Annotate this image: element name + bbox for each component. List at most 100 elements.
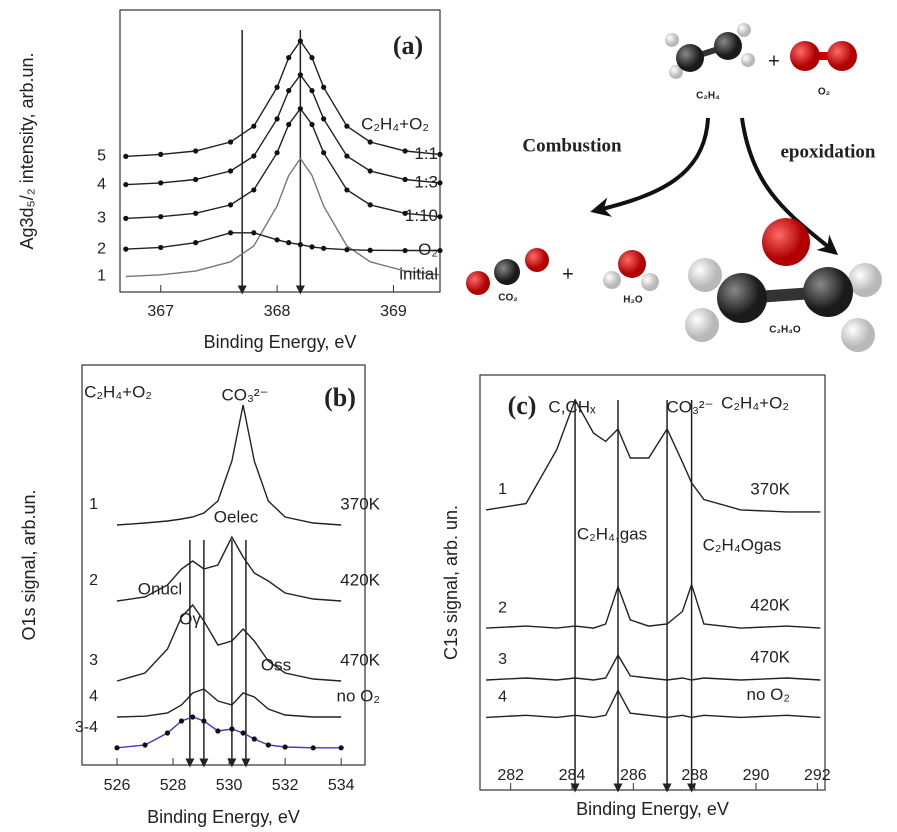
data-point <box>286 240 291 245</box>
plus-sign: + <box>562 263 574 285</box>
panel-label: (a) <box>393 31 423 60</box>
curve-number: 3 <box>97 210 106 227</box>
data-point <box>114 745 119 750</box>
y-axis-label: O1s signal, arb.un. <box>19 489 39 640</box>
data-point <box>201 718 206 723</box>
curve-label: 1:1 <box>414 144 438 163</box>
data-point <box>344 124 349 129</box>
product-label: C₂H₄O <box>769 325 801 336</box>
data-point <box>274 237 279 242</box>
data-point <box>123 216 128 221</box>
plus-sign: + <box>768 50 780 72</box>
annotation: CO₃²⁻ <box>666 397 713 416</box>
x-tick-label: 526 <box>104 777 131 794</box>
data-point <box>274 85 279 90</box>
data-point <box>190 714 195 719</box>
path-label: Combustion <box>522 135 622 156</box>
data-point <box>193 211 198 216</box>
x-tick-label: 367 <box>147 303 174 320</box>
data-point <box>142 742 147 747</box>
curve-label: initial <box>399 264 438 283</box>
data-point <box>368 248 373 253</box>
x-tick-label: 286 <box>620 767 647 784</box>
data-point <box>402 248 407 253</box>
x-axis-label: Binding Energy, eV <box>204 332 357 352</box>
x-axis-label: Binding Energy, eV <box>147 807 300 827</box>
spectrum-line <box>117 717 341 748</box>
data-point <box>339 745 344 750</box>
curve-number: 3 <box>89 652 98 669</box>
curve-label: 470K <box>340 650 380 669</box>
annotation: C₂H₄,gas <box>577 524 647 543</box>
data-point <box>368 139 373 144</box>
x-tick-label: 528 <box>160 777 187 794</box>
curve-label: 1:3 <box>414 172 438 191</box>
curve-number: 3-4 <box>75 719 98 736</box>
curve-number: 2 <box>498 599 507 616</box>
curve-number: 1 <box>89 496 98 513</box>
data-point <box>309 55 314 60</box>
curve-label: 420K <box>340 570 380 589</box>
data-point <box>344 187 349 192</box>
data-point <box>368 202 373 207</box>
curve-label: 370K <box>340 494 380 513</box>
co2-molecule <box>466 248 549 295</box>
x-tick-label: 530 <box>216 777 243 794</box>
data-point <box>193 177 198 182</box>
curve-number: 2 <box>97 240 106 257</box>
figure: C₂H₄ + O₂ Combustion epoxidation CO₂ + H… <box>0 0 897 832</box>
water-molecule <box>603 250 659 291</box>
spectrum-line <box>117 689 341 717</box>
curve-number: 2 <box>89 572 98 589</box>
panel-subtitle: C₂H₄+O₂ <box>721 393 789 412</box>
product-label: H₂O <box>623 295 643 306</box>
data-point <box>228 168 233 173</box>
curve-label: no O₂ <box>747 685 790 704</box>
data-point <box>193 148 198 153</box>
panel-subtitle: C₂H₄+O₂ <box>84 382 152 401</box>
data-point <box>321 85 326 90</box>
x-tick-label: 369 <box>380 303 407 320</box>
data-point <box>309 88 314 93</box>
annotation: CO₃²⁻ <box>221 385 268 404</box>
data-point <box>158 180 163 185</box>
x-tick-label: 290 <box>743 767 770 784</box>
curve-number: 4 <box>97 176 106 193</box>
x-tick-label: 288 <box>681 767 708 784</box>
data-point <box>123 247 128 252</box>
data-point <box>311 745 316 750</box>
scheme: C₂H₄ + O₂ Combustion epoxidation CO₂ + H… <box>466 23 882 352</box>
data-point <box>309 244 314 249</box>
curve-label: no O₂ <box>337 686 380 705</box>
data-point <box>158 152 163 157</box>
data-point <box>274 116 279 121</box>
product-label: CO₂ <box>498 293 517 304</box>
data-point <box>298 106 303 111</box>
data-point <box>321 150 326 155</box>
curve-number: 5 <box>97 148 106 165</box>
data-point <box>228 202 233 207</box>
data-point <box>402 177 407 182</box>
data-point <box>229 726 234 731</box>
data-point <box>298 38 303 43</box>
data-point <box>228 230 233 235</box>
data-point <box>321 246 326 251</box>
curve-number: 4 <box>498 689 507 706</box>
arrow <box>598 118 708 210</box>
data-point <box>286 55 291 60</box>
data-point <box>241 730 246 735</box>
panel-label: (b) <box>324 383 356 412</box>
reactant-label: O₂ <box>818 87 830 98</box>
data-point <box>215 728 220 733</box>
x-tick-label: 532 <box>272 777 299 794</box>
panel-label: (c) <box>508 391 537 420</box>
data-point <box>251 124 256 129</box>
oxygen-molecule <box>790 41 857 71</box>
data-point <box>283 744 288 749</box>
data-point <box>274 150 279 155</box>
y-axis-label: C1s signal, arb. un. <box>441 505 461 660</box>
data-point <box>251 230 256 235</box>
data-point <box>228 139 233 144</box>
plot-frame <box>82 365 365 765</box>
